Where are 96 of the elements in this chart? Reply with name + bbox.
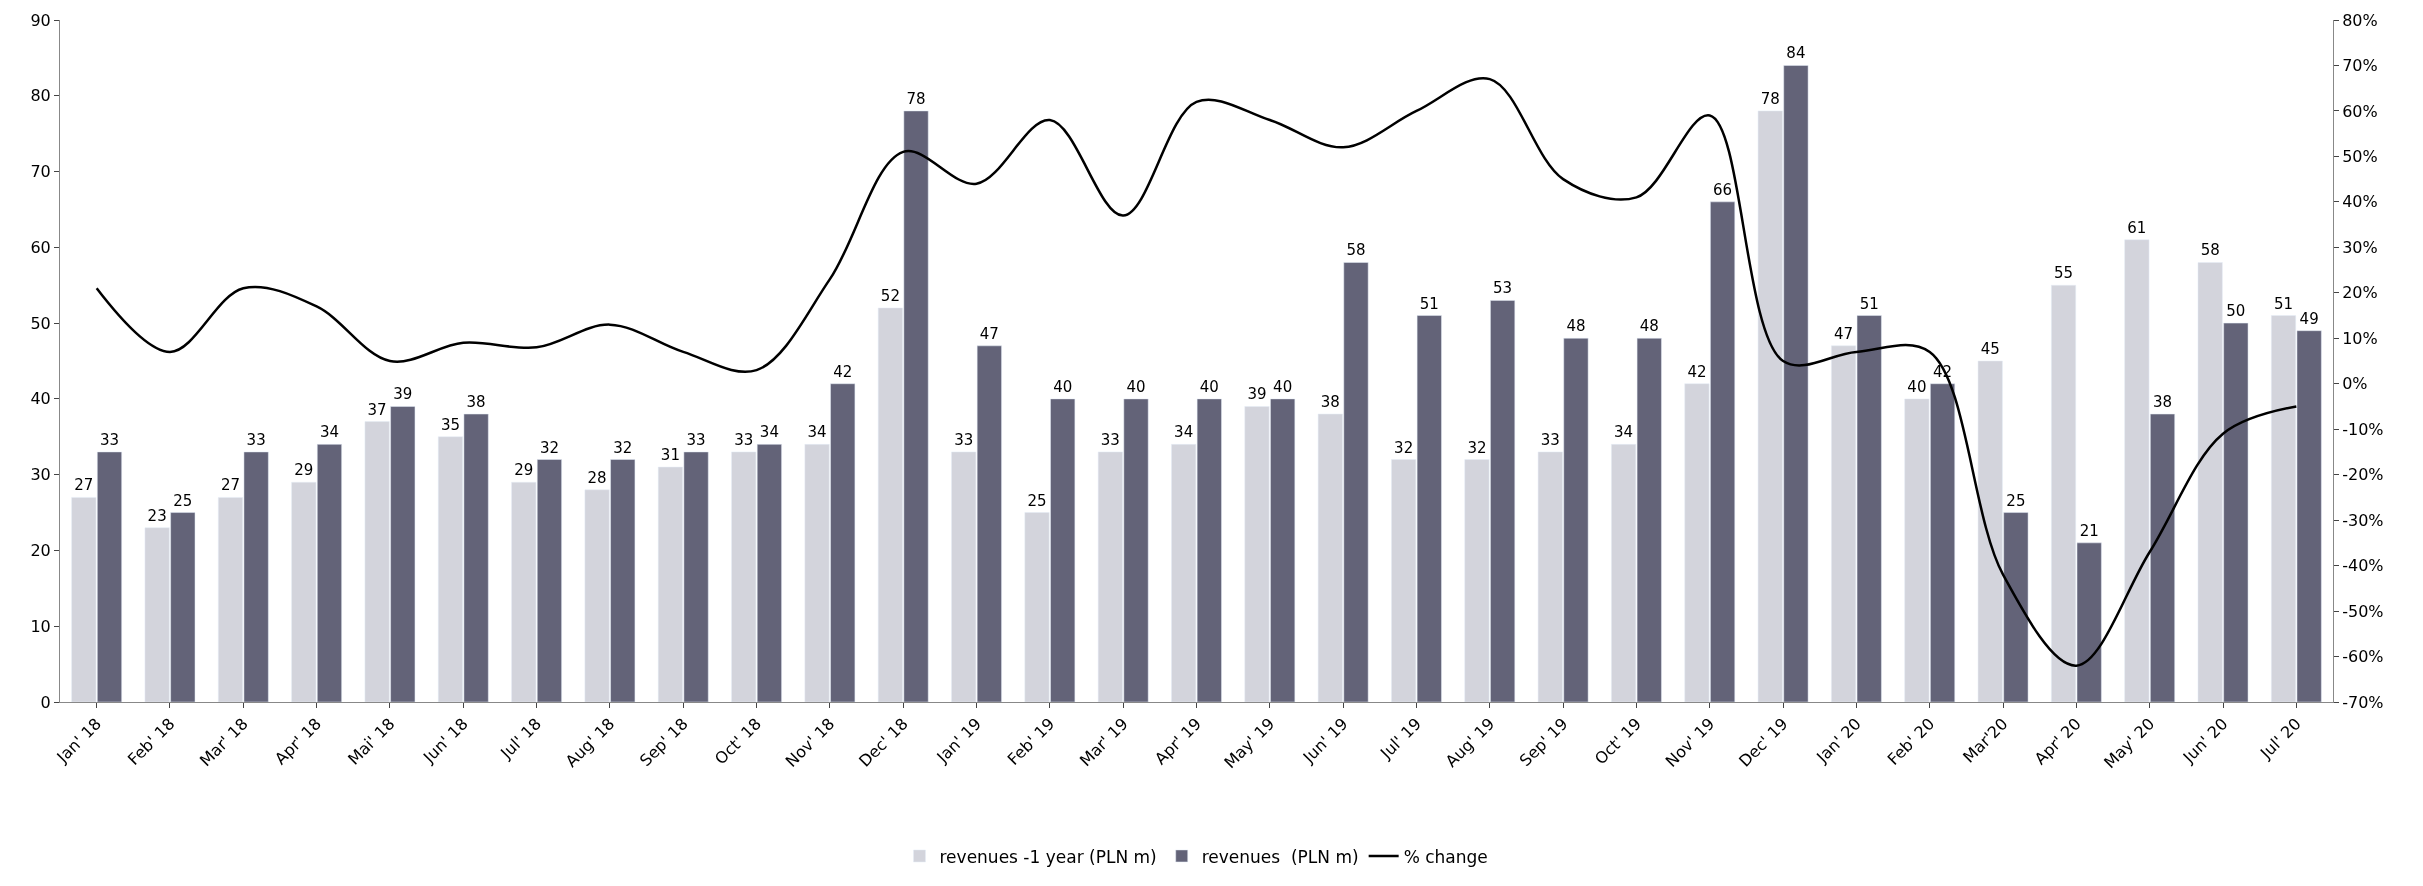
data-label: 51	[1859, 294, 1879, 313]
data-label: 51	[2273, 294, 2294, 313]
data-label: 29	[294, 461, 314, 480]
data-label: 33	[686, 430, 706, 449]
data-label: 40	[1199, 377, 1219, 396]
y2-tick-label: 40%	[2342, 192, 2378, 212]
data-label: 40	[1273, 377, 1293, 396]
data-label: 78	[1760, 89, 1780, 108]
data-label: 28	[587, 468, 607, 487]
data-label: 34	[1614, 423, 1634, 442]
data-label: 37	[367, 400, 387, 419]
y2-tick-label: 80%	[2342, 10, 2378, 30]
data-label: 32	[613, 438, 633, 457]
y-tick-label: 10	[30, 616, 51, 636]
y2-tick-label: -60%	[2342, 647, 2384, 667]
y2-tick-label: 30%	[2342, 237, 2378, 257]
data-label: 47	[1834, 324, 1854, 343]
x-tick-label: Jul' 20	[2255, 714, 2305, 764]
data-label: 61	[2127, 218, 2147, 237]
data-label: 40	[1053, 377, 1073, 396]
y2-tick-label: -40%	[2342, 556, 2384, 576]
data-label: 25	[173, 491, 193, 510]
y2-tick-label: 70%	[2342, 56, 2378, 76]
legend-label: revenues (PLN m)	[1201, 846, 1359, 867]
data-label: 38	[466, 393, 486, 412]
y-tick-label: 60	[30, 237, 51, 257]
data-label: 34	[319, 423, 340, 442]
y2-tick-label: 50%	[2342, 147, 2378, 166]
x-tick-label: Oct' 18	[710, 714, 766, 769]
data-label: 50	[2226, 302, 2246, 321]
data-label: 34	[1174, 423, 1194, 442]
data-label: 32	[1467, 438, 1487, 457]
data-label: 29	[514, 461, 534, 480]
data-label: 27	[220, 476, 241, 495]
y2-tick-label: -10%	[2342, 419, 2384, 439]
data-label: 33	[246, 430, 266, 449]
data-label: 84	[1786, 44, 1806, 63]
y2-tick-label: 10%	[2342, 328, 2378, 348]
data-label: 39	[1247, 385, 1267, 404]
data-label: 42	[833, 362, 853, 381]
y-tick-label: 80	[30, 86, 51, 106]
data-label: 40	[1907, 377, 1927, 396]
x-tick-label: Oct' 19	[1590, 714, 1645, 769]
y2-tick-label: -30%	[2342, 510, 2384, 530]
y2-tick-label: -50%	[2342, 601, 2384, 621]
x-tick-label: Jul' 18	[496, 714, 546, 764]
data-label: 66	[1713, 180, 1733, 199]
data-label: 55	[2053, 264, 2074, 283]
data-label: 34	[759, 423, 779, 442]
data-label: 34	[807, 423, 827, 442]
legend-label: revenues -1 year (PLN m)	[939, 846, 1157, 867]
y-tick-label: 20	[30, 541, 51, 561]
data-label: 35	[440, 415, 460, 434]
y2-tick-label: 20%	[2342, 283, 2378, 303]
data-label: 25	[1027, 491, 1047, 510]
data-label: 53	[1493, 279, 1513, 298]
y-tick-label: 30	[30, 465, 51, 485]
data-label: 48	[1566, 317, 1586, 336]
data-label: 27	[74, 476, 94, 495]
data-label: 39	[393, 385, 413, 404]
data-label: 21	[2079, 521, 2099, 540]
data-label: 58	[1346, 241, 1366, 260]
data-label: 49	[2299, 309, 2319, 328]
data-label: 38	[2152, 393, 2173, 412]
y-tick-label: 0	[40, 692, 51, 712]
y-tick-label: 90	[30, 10, 51, 30]
data-label: 38	[1320, 393, 1340, 412]
data-label: 32	[1394, 438, 1414, 457]
data-label: 78	[906, 89, 926, 108]
data-label: 45	[1980, 340, 2000, 358]
data-label: 33	[1540, 430, 1560, 449]
line-series	[95, 77, 2298, 667]
y2-tick-label: 60%	[2342, 101, 2378, 121]
y2-tick-label: 0%	[2342, 374, 2368, 394]
x-tick-label: Jul' 19	[1376, 714, 1425, 764]
data-label: 47	[979, 324, 999, 343]
data-label: 58	[2200, 241, 2220, 260]
y-tick-label: 70	[30, 162, 51, 182]
y2-tick-label: -70%	[2342, 692, 2384, 712]
data-label: 42	[1687, 362, 1707, 381]
y-tick-label: 50	[30, 313, 51, 333]
data-label: 33	[734, 430, 754, 449]
data-label: 52	[880, 286, 900, 305]
legend-label: % change	[1403, 846, 1488, 867]
data-label: 51	[1419, 294, 1439, 313]
data-label: 33	[1100, 430, 1120, 449]
data-label: 32	[539, 438, 559, 457]
y2-tick-label: -20%	[2342, 465, 2384, 485]
data-label: 25	[2006, 491, 2026, 510]
y-tick-label: 40	[30, 389, 51, 409]
data-label: 33	[954, 430, 974, 449]
data-label: 33	[99, 430, 120, 449]
data-label: 23	[147, 506, 167, 525]
data-label: 48	[1639, 317, 1659, 336]
data-label: 40	[1126, 377, 1146, 396]
data-label: 31	[660, 446, 680, 465]
